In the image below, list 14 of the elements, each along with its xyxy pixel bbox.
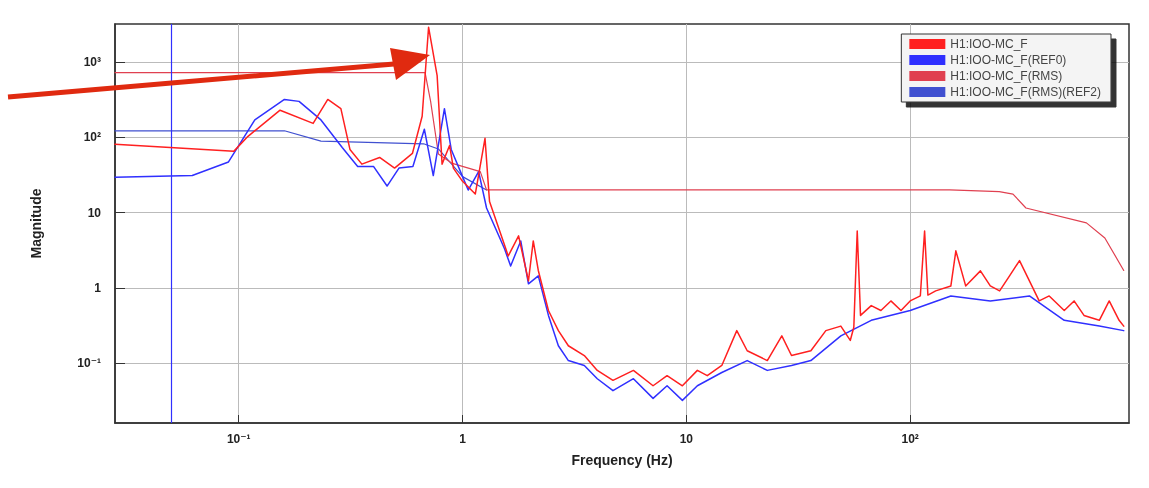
legend-label: H1:IOO-MC_F(RMS)	[950, 69, 1063, 83]
y-tick-label: 10	[87, 205, 102, 220]
x-axis-title: Frequency (Hz)	[571, 452, 673, 468]
y-axis-title: Magnitude	[28, 188, 44, 259]
y-tick-label: 1	[94, 280, 102, 295]
legend-label: H1:IOO-MC_F(RMS)(REF2)	[950, 85, 1102, 99]
y-tick-label: 10²	[83, 130, 101, 145]
y-tick-label: 10⁻¹	[77, 356, 101, 371]
x-tick-label: 10	[679, 432, 694, 446]
legend-label: H1:IOO-MC_F	[950, 37, 1028, 51]
x-tick-label: 10⁻¹	[226, 432, 251, 446]
x-tick-label: 10²	[901, 432, 919, 446]
legend-label: H1:IOO-MC_F(REF0)	[950, 53, 1067, 67]
x-tick-label: 1	[459, 432, 467, 446]
